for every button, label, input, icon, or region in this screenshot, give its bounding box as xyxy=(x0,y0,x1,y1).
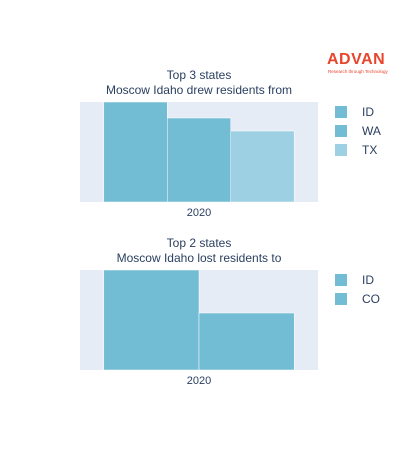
chart-title: Top 3 states Moscow Idaho drew residents… xyxy=(80,68,318,98)
chart-lost-residents: Top 2 states Moscow Idaho lost residents… xyxy=(0,234,400,404)
x-tick-label: 2020 xyxy=(187,207,211,219)
chart-drew-residents: Top 3 states Moscow Idaho drew residents… xyxy=(0,66,400,236)
logo-wordmark: ADVAN xyxy=(327,51,386,68)
bar-co xyxy=(198,312,295,371)
legend-swatch xyxy=(335,293,347,305)
chart-title-line-1: Top 2 states xyxy=(166,236,232,250)
legend-item-id[interactable]: ID xyxy=(335,104,374,120)
bar-id xyxy=(103,269,200,371)
legend-label: ID xyxy=(362,105,374,119)
legend-label: TX xyxy=(362,143,378,157)
advan-logo: ADVAN Research through Technology xyxy=(327,52,395,76)
legend-item-co[interactable]: CO xyxy=(335,291,380,307)
logo-tagline: Research through Technology xyxy=(328,69,388,74)
legend-item-tx[interactable]: TX xyxy=(335,142,377,158)
bar-wa xyxy=(167,117,231,203)
bar-id xyxy=(103,101,168,203)
legend-item-wa[interactable]: WA xyxy=(335,123,381,139)
legend-swatch xyxy=(335,106,347,118)
chart-title-line-2: Moscow Idaho drew residents from xyxy=(105,83,293,97)
bar-tx xyxy=(230,130,295,203)
legend-swatch xyxy=(335,125,347,137)
chart-title: Top 2 states Moscow Idaho lost residents… xyxy=(80,236,318,266)
legend-swatch xyxy=(335,274,347,286)
legend-label: CO xyxy=(362,292,380,306)
x-tick-label: 2020 xyxy=(187,375,211,387)
legend-swatch xyxy=(335,144,347,156)
legend-item-id[interactable]: ID xyxy=(335,272,374,288)
legend-label: WA xyxy=(362,124,381,138)
legend-label: ID xyxy=(362,273,374,287)
chart-title-line-2: Moscow Idaho lost residents to xyxy=(116,251,282,265)
chart-title-line-1: Top 3 states xyxy=(166,68,232,82)
bar-chart-svg: 2020 xyxy=(80,269,318,387)
bar-chart-svg: 2020 xyxy=(80,101,318,219)
